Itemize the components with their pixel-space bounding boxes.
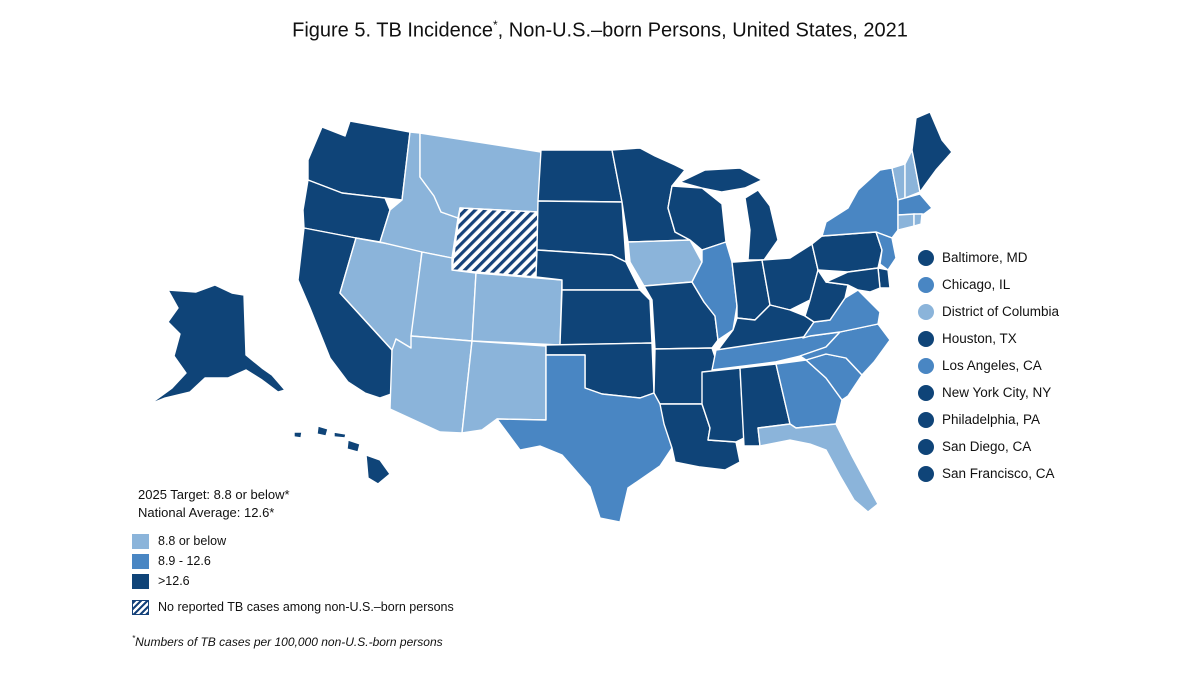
- state-MI-upper: [679, 167, 763, 193]
- state-MD: [825, 267, 881, 293]
- state-WY: [451, 207, 539, 278]
- city-legend: Baltimore, MD Chicago, IL District of Co…: [918, 244, 1059, 487]
- city-dot: [918, 249, 934, 266]
- state-IA: [627, 239, 703, 287]
- state-AK: [149, 284, 286, 405]
- state-HI-maui: [346, 439, 361, 453]
- target-info: 2025 Target: 8.8 or below* National Aver…: [138, 486, 290, 522]
- legend-swatch-mid: [132, 553, 149, 569]
- state-NY: [821, 167, 899, 239]
- legend-swatch-hatched: [132, 599, 149, 615]
- category-legend: 8.8 or below 8.9 - 12.6 >12.6 No reporte…: [132, 531, 454, 617]
- city-dot: [918, 384, 934, 401]
- city-dot: [918, 330, 934, 347]
- footnote-marker: *: [132, 634, 136, 643]
- state-IL: [691, 241, 738, 341]
- state-MA: [897, 193, 933, 216]
- legend-item-mid: 8.9 - 12.6: [132, 551, 454, 571]
- city-label: District of Columbia: [942, 304, 1060, 319]
- state-PA: [811, 231, 883, 273]
- title-text: Figure 5. TB Incidence: [292, 19, 493, 42]
- state-RI: [913, 213, 923, 227]
- title-footnote-marker: *: [492, 18, 498, 32]
- city-legend-item: San Francisco, CA: [918, 460, 1059, 487]
- city-label: New York City, NY: [942, 385, 1052, 400]
- state-CO: [471, 272, 563, 346]
- city-label: Philadelphia, PA: [942, 412, 1041, 427]
- state-CT: [897, 213, 915, 231]
- state-FL: [757, 423, 879, 513]
- legend-label-none: No reported TB cases among non-U.S.–born…: [158, 600, 454, 614]
- city-legend-item: Baltimore, MD: [918, 244, 1059, 271]
- legend-label-mid: 8.9 - 12.6: [158, 554, 211, 568]
- state-ME: [911, 111, 953, 193]
- title-text-rest: , Non-U.S.–born Persons, United States, …: [497, 19, 908, 42]
- city-legend-item: Chicago, IL: [918, 271, 1059, 298]
- city-dot: [918, 438, 934, 455]
- city-legend-item: Los Angeles, CA: [918, 352, 1059, 379]
- city-legend-item: Philadelphia, PA: [918, 406, 1059, 433]
- city-dot: [918, 276, 934, 293]
- state-MI: [744, 189, 779, 261]
- legend-swatch-high: [132, 573, 149, 589]
- legend-swatch-low: [132, 533, 149, 549]
- state-HI-oahu: [316, 425, 329, 437]
- legend-label-high: >12.6: [158, 574, 190, 588]
- footnote-text: Numbers of TB cases per 100,000 non-U.S.…: [135, 635, 443, 649]
- state-ND: [537, 149, 623, 203]
- state-NC: [799, 323, 891, 376]
- city-dot: [918, 357, 934, 374]
- city-dot: [918, 465, 934, 482]
- legend-item-low: 8.8 or below: [132, 531, 454, 551]
- legend-item-high: >12.6: [132, 571, 454, 591]
- state-AZ: [389, 335, 473, 434]
- map-title: Figure 5. TB Incidence*, Non-U.S.–born P…: [0, 18, 1200, 43]
- state-MT: [419, 132, 542, 219]
- footnote: *Numbers of TB cases per 100,000 non-U.S…: [132, 634, 443, 649]
- city-label: Houston, TX: [942, 331, 1017, 346]
- legend-item-none: No reported TB cases among non-U.S.–born…: [132, 597, 454, 617]
- city-dot: [918, 411, 934, 428]
- city-label: Chicago, IL: [942, 277, 1011, 292]
- state-KS: [559, 289, 653, 346]
- target-text: 2025 Target: 8.8 or below*: [138, 487, 290, 502]
- state-WA: [307, 120, 411, 201]
- city-legend-item: Houston, TX: [918, 325, 1059, 352]
- city-legend-item: San Diego, CA: [918, 433, 1059, 460]
- city-label: Baltimore, MD: [942, 250, 1028, 265]
- city-label: Los Angeles, CA: [942, 358, 1042, 373]
- city-label: San Diego, CA: [942, 439, 1032, 454]
- city-label: San Francisco, CA: [942, 466, 1055, 481]
- state-HI-molokai: [333, 431, 347, 439]
- state-WV: [804, 269, 849, 323]
- state-HI: [365, 454, 391, 485]
- state-TX: [496, 354, 673, 523]
- city-dot: [918, 303, 934, 320]
- legend-label-low: 8.8 or below: [158, 534, 227, 548]
- national-average-text: National Average: 12.6*: [138, 505, 275, 520]
- city-legend-item: District of Columbia: [918, 298, 1059, 325]
- city-legend-item: New York City, NY: [918, 379, 1059, 406]
- state-HI-kauai: [293, 431, 303, 439]
